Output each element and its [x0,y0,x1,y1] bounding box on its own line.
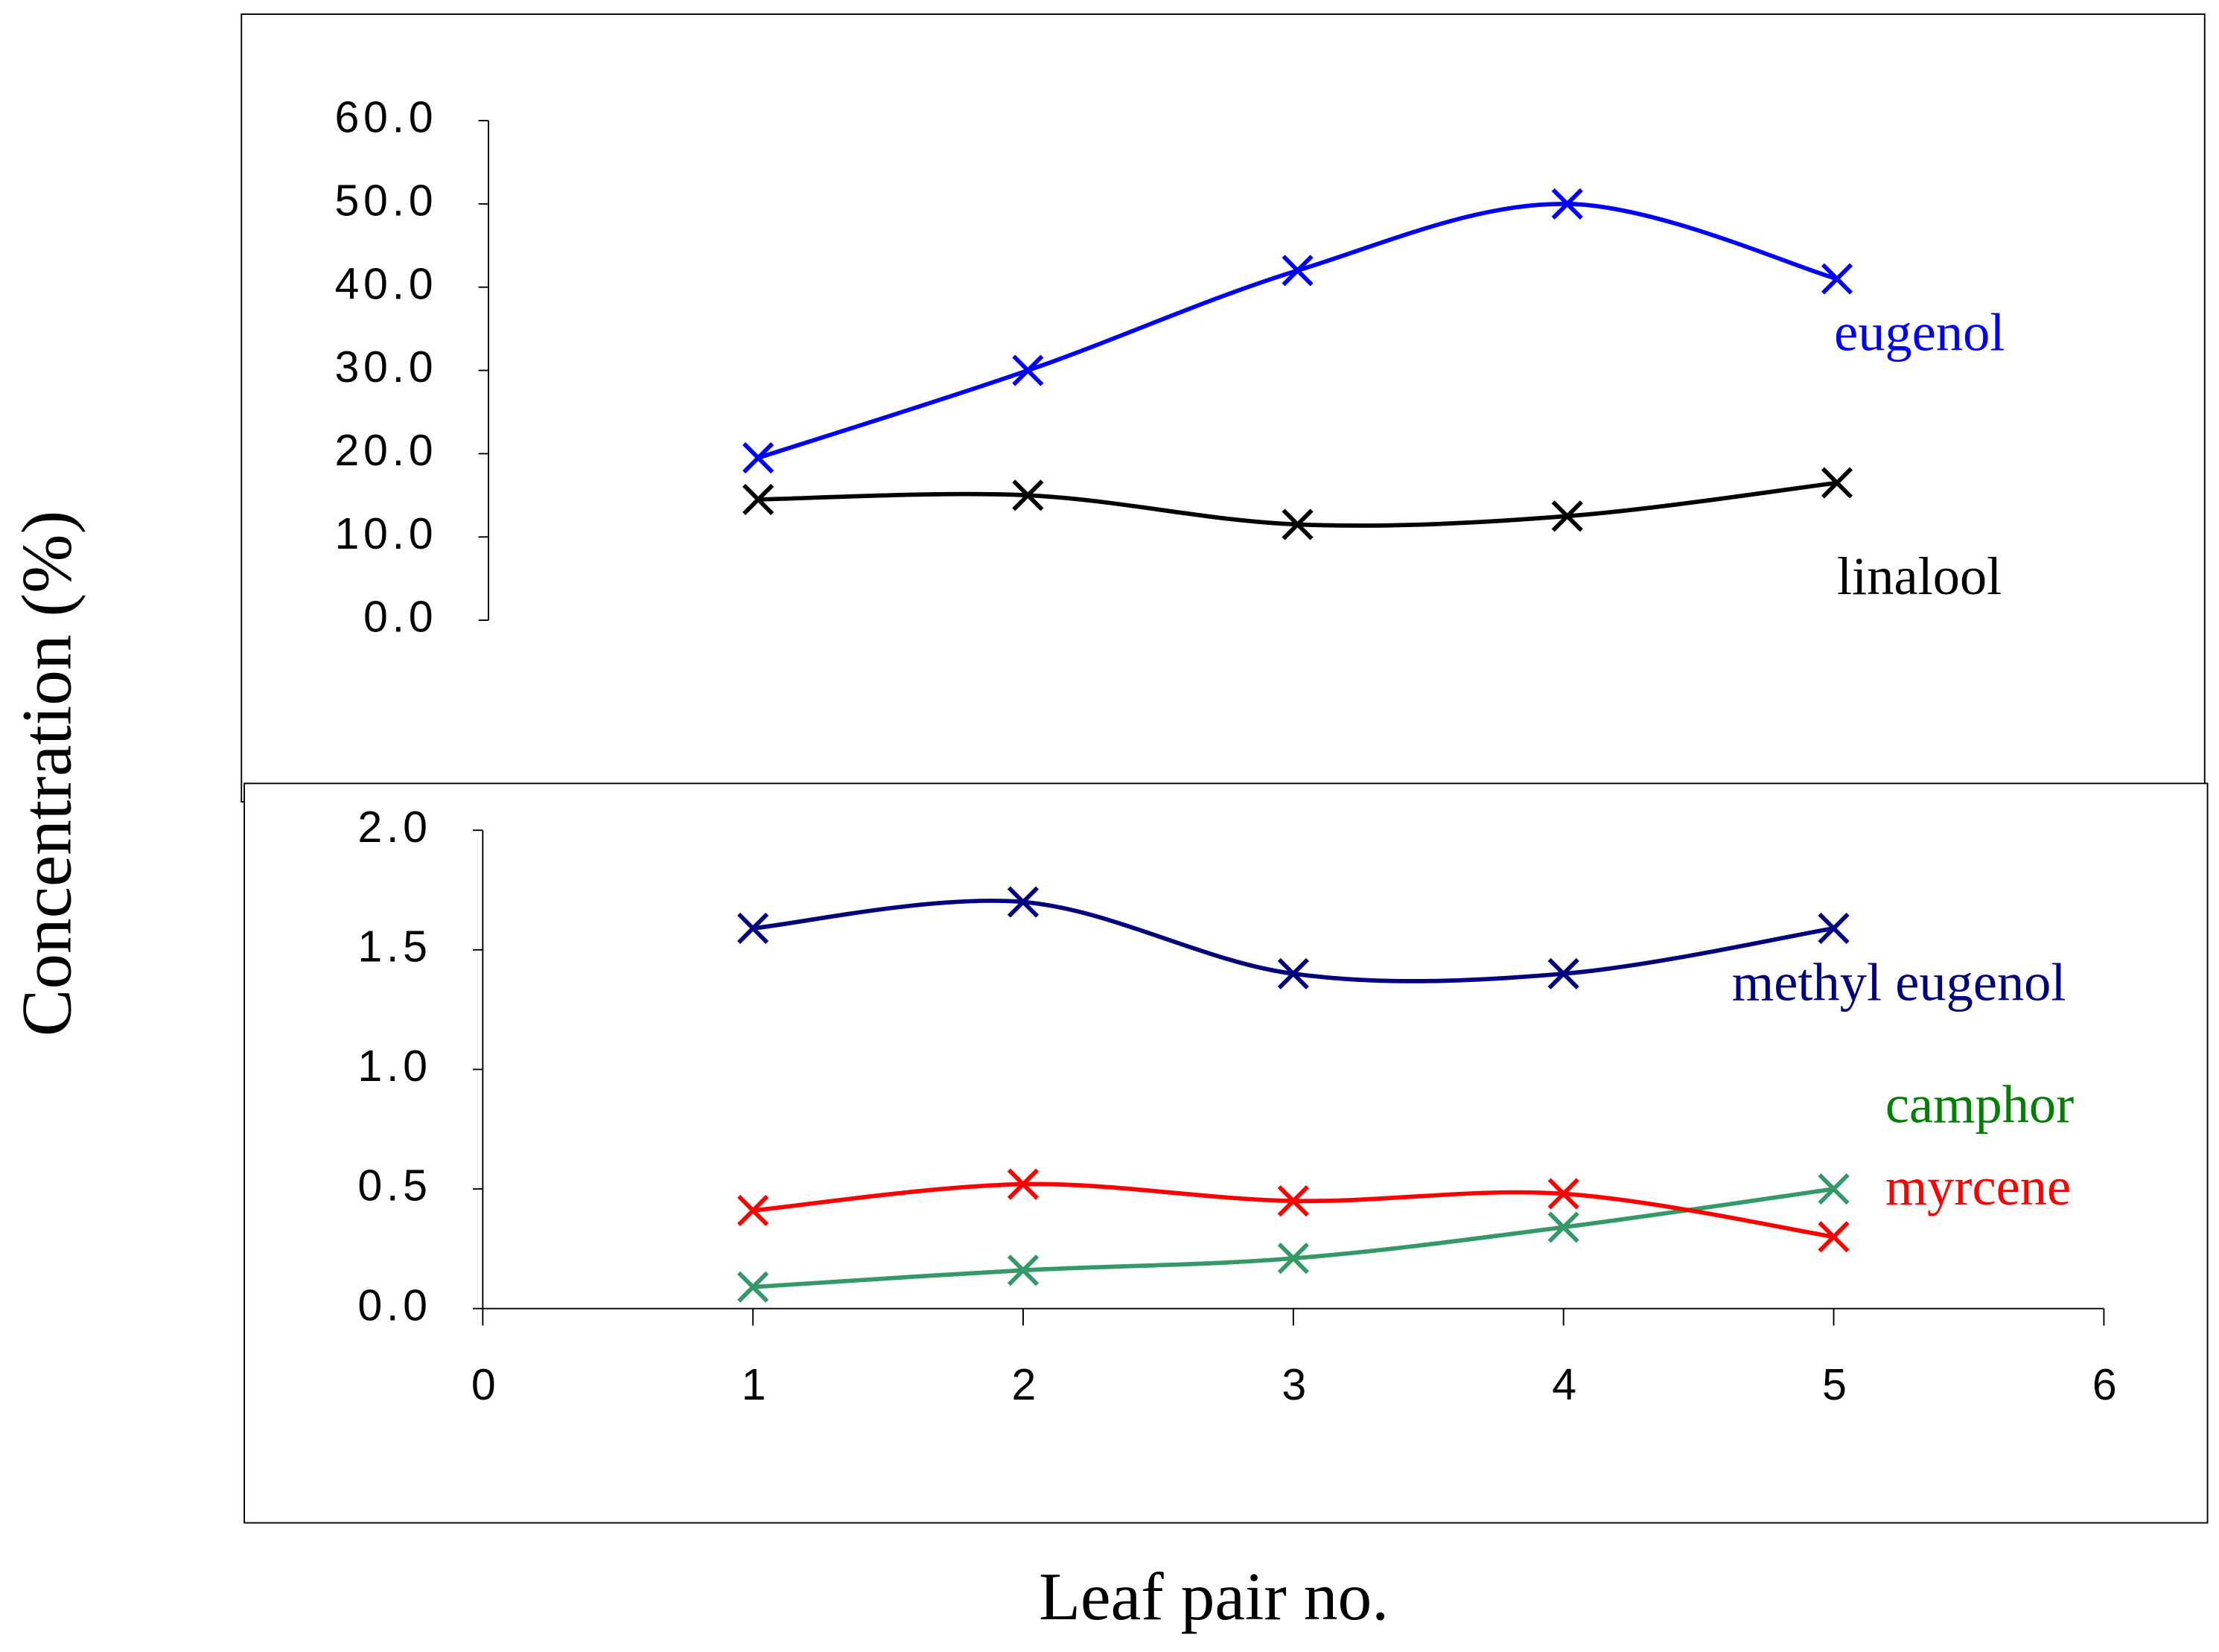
point-marker [742,483,774,515]
y-tick-label: 0.0 [357,1281,431,1330]
point-marker [1551,500,1583,532]
point-marker [1277,1185,1309,1217]
x-axis-label: Leaf pair no. [1039,1558,1389,1634]
x-tick-label: 6 [2092,1360,2121,1409]
y-tick-label: 0.0 [363,593,437,642]
top-panel [241,13,2206,803]
y-tick-label: 0.5 [357,1161,431,1211]
point-marker [1818,1173,1850,1205]
bottom-plot: 0.0 0.5 1.0 1.5 2.0 0 1 2 3 4 5 6 methyl eugenol camp… [357,803,2121,1409]
point-marker [1282,255,1314,287]
series-label: linalool [1837,546,2002,606]
point-marker [1277,957,1309,990]
y-tick-label: 2.0 [357,803,431,852]
bottom-panel [243,782,2209,1524]
point-marker [1007,886,1040,918]
point-marker [1821,263,1853,295]
point-marker [1551,188,1583,220]
x-tick-label: 1 [742,1360,771,1409]
point-marker [1007,1254,1040,1286]
y-tick-label: 60.0 [334,93,437,142]
y-tick-label: 40.0 [334,259,437,308]
y-tick-label: 1.0 [357,1042,431,1091]
point-marker [1012,479,1044,511]
point-marker [742,441,774,474]
top-plot: 0.0 10.0 20.0 30.0 40.0 50.0 60.0 eugenol linalo… [334,93,2005,642]
y-tick-label: 50.0 [334,176,437,225]
point-marker [1818,1221,1850,1253]
y-tick-label: 20.0 [334,426,437,475]
point-marker [737,912,769,945]
point-marker [1282,508,1314,540]
point-marker [1277,1243,1309,1275]
x-tick-label: 0 [471,1360,500,1409]
x-tick-label: 5 [1822,1360,1851,1409]
point-marker [1012,354,1044,386]
x-tick-label: 4 [1552,1360,1581,1409]
point-marker [1547,1178,1579,1210]
series-label: eugenol [1834,302,2005,362]
point-marker [1547,957,1579,990]
point-marker [737,1194,769,1227]
series-label: methyl eugenol [1732,951,2066,1012]
point-marker [1547,1211,1579,1243]
series-label: camphor [1885,1074,2074,1134]
x-tick-label: 3 [1282,1360,1311,1409]
y-tick-label: 1.5 [357,922,431,971]
point-marker [737,1271,769,1303]
series-label: myrcene [1885,1156,2071,1216]
point-marker [1818,912,1850,945]
y-tick-label: 10.0 [334,509,437,558]
x-tick-label: 2 [1012,1360,1041,1409]
point-marker [1007,1168,1040,1200]
y-tick-label: 30.0 [334,342,437,392]
point-marker [1821,467,1853,499]
y-axis-label: Concentration (%) [7,511,86,1037]
